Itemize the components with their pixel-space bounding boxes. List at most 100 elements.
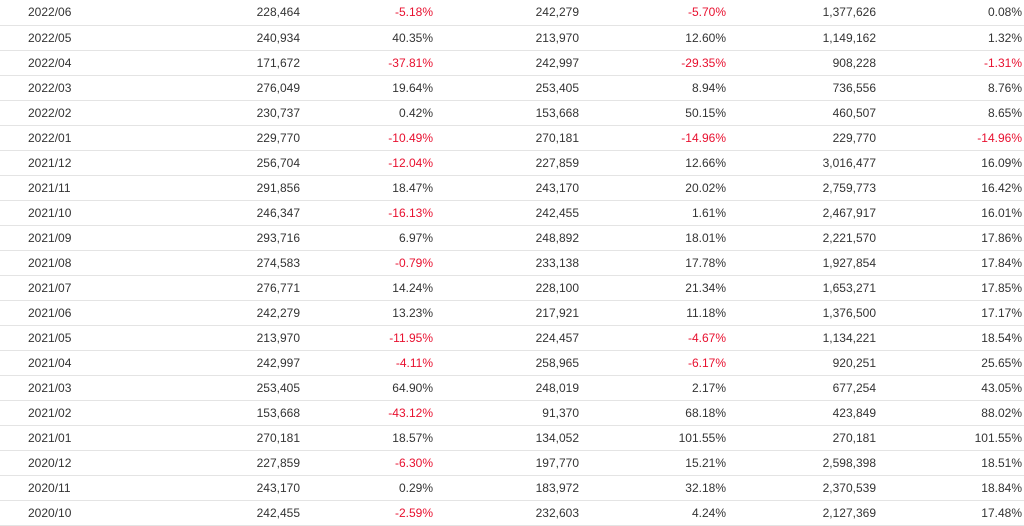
table-row: 2022/03 276,049 19.64% 253,405 8.94% 736,556 8… (0, 75, 1024, 101)
value-change-cell: 64.90% (300, 375, 433, 401)
value-cell: 153,668 (120, 400, 300, 426)
compare-change-cell: 18.01% (579, 225, 726, 251)
cumulative-change-cell: 101.55% (876, 425, 1022, 451)
value-cell: 291,856 (120, 175, 300, 201)
value-change-cell: 6.97% (300, 225, 433, 251)
cumulative-cell: 920,251 (726, 350, 876, 376)
value-change-cell: -37.81% (300, 50, 433, 76)
compare-value-cell: 213,970 (433, 25, 579, 51)
row-trailing-pad (1022, 100, 1024, 126)
month-cell: 2022/02 (28, 100, 120, 126)
row-leading-pad (0, 50, 28, 76)
row-leading-pad (0, 200, 28, 226)
month-cell: 2021/03 (28, 375, 120, 401)
row-trailing-pad (1022, 300, 1024, 326)
cumulative-cell: 229,770 (726, 125, 876, 151)
row-leading-pad (0, 225, 28, 251)
cumulative-change-cell: 16.09% (876, 150, 1022, 176)
table-row: 2021/04 242,997 -4.11% 258,965 -6.17% 920,251… (0, 350, 1024, 376)
table-row: 2022/02 230,737 0.42% 153,668 50.15% 460,507 8… (0, 100, 1024, 126)
compare-value-cell: 183,972 (433, 475, 579, 501)
compare-change-cell: -6.17% (579, 350, 726, 376)
month-cell: 2021/06 (28, 300, 120, 326)
row-trailing-pad (1022, 400, 1024, 426)
month-cell: 2020/10 (28, 500, 120, 526)
value-change-cell: -2.59% (300, 500, 433, 526)
row-leading-pad (0, 350, 28, 376)
value-change-cell: 14.24% (300, 275, 433, 301)
compare-value-cell: 228,100 (433, 275, 579, 301)
value-change-cell: -16.13% (300, 200, 433, 226)
row-trailing-pad (1022, 200, 1024, 226)
value-cell: 242,455 (120, 500, 300, 526)
row-trailing-pad (1022, 25, 1024, 51)
cumulative-change-cell: 17.84% (876, 250, 1022, 276)
cumulative-cell: 270,181 (726, 425, 876, 451)
month-cell: 2021/02 (28, 400, 120, 426)
compare-value-cell: 243,170 (433, 175, 579, 201)
compare-change-cell: 20.02% (579, 175, 726, 201)
row-trailing-pad (1022, 350, 1024, 376)
table-row: 2022/06 228,464 -5.18% 242,279 -5.70% 1,377,6… (0, 0, 1024, 26)
cumulative-change-cell: 88.02% (876, 400, 1022, 426)
compare-value-cell: 242,279 (433, 0, 579, 26)
value-cell: 276,771 (120, 275, 300, 301)
row-trailing-pad (1022, 175, 1024, 201)
compare-value-cell: 232,603 (433, 500, 579, 526)
table-row: 2021/06 242,279 13.23% 217,921 11.18% 1,376,5… (0, 300, 1024, 326)
table-row: 2020/11 243,170 0.29% 183,972 32.18% 2,370,53… (0, 475, 1024, 501)
value-cell: 256,704 (120, 150, 300, 176)
compare-change-cell: 8.94% (579, 75, 726, 101)
cumulative-cell: 908,228 (726, 50, 876, 76)
row-leading-pad (0, 425, 28, 451)
compare-value-cell: 270,181 (433, 125, 579, 151)
row-leading-pad (0, 0, 28, 26)
table-row: 2021/10 246,347 -16.13% 242,455 1.61% 2,467,9… (0, 200, 1024, 226)
value-cell: 229,770 (120, 125, 300, 151)
row-leading-pad (0, 175, 28, 201)
cumulative-cell: 460,507 (726, 100, 876, 126)
month-cell: 2021/09 (28, 225, 120, 251)
month-cell: 2021/10 (28, 200, 120, 226)
compare-change-cell: -29.35% (579, 50, 726, 76)
compare-value-cell: 91,370 (433, 400, 579, 426)
row-trailing-pad (1022, 425, 1024, 451)
compare-value-cell: 227,859 (433, 150, 579, 176)
table-row: 2020/12 227,859 -6.30% 197,770 15.21% 2,598,3… (0, 450, 1024, 476)
month-cell: 2020/11 (28, 475, 120, 501)
value-change-cell: 19.64% (300, 75, 433, 101)
row-trailing-pad (1022, 75, 1024, 101)
cumulative-cell: 677,254 (726, 375, 876, 401)
row-leading-pad (0, 500, 28, 526)
value-cell: 240,934 (120, 25, 300, 51)
month-cell: 2021/01 (28, 425, 120, 451)
row-trailing-pad (1022, 450, 1024, 476)
row-leading-pad (0, 325, 28, 351)
value-change-cell: 18.57% (300, 425, 433, 451)
compare-change-cell: 12.60% (579, 25, 726, 51)
month-cell: 2022/06 (28, 0, 120, 26)
compare-value-cell: 217,921 (433, 300, 579, 326)
value-change-cell: 13.23% (300, 300, 433, 326)
compare-value-cell: 242,997 (433, 50, 579, 76)
compare-change-cell: 1.61% (579, 200, 726, 226)
cumulative-change-cell: 17.86% (876, 225, 1022, 251)
value-change-cell: -10.49% (300, 125, 433, 151)
compare-value-cell: 248,019 (433, 375, 579, 401)
value-cell: 230,737 (120, 100, 300, 126)
compare-value-cell: 242,455 (433, 200, 579, 226)
cumulative-cell: 736,556 (726, 75, 876, 101)
compare-value-cell: 248,892 (433, 225, 579, 251)
table-row: 2022/05 240,934 40.35% 213,970 12.60% 1,149,1… (0, 25, 1024, 51)
value-change-cell: -0.79% (300, 250, 433, 276)
row-leading-pad (0, 25, 28, 51)
row-trailing-pad (1022, 225, 1024, 251)
row-leading-pad (0, 150, 28, 176)
value-cell: 270,181 (120, 425, 300, 451)
cumulative-change-cell: 16.42% (876, 175, 1022, 201)
value-cell: 228,464 (120, 0, 300, 26)
compare-change-cell: 4.24% (579, 500, 726, 526)
row-leading-pad (0, 275, 28, 301)
table-row: 2022/01 229,770 -10.49% 270,181 -14.96% 229,7… (0, 125, 1024, 151)
table-row: 2021/03 253,405 64.90% 248,019 2.17% 677,254 4… (0, 375, 1024, 401)
